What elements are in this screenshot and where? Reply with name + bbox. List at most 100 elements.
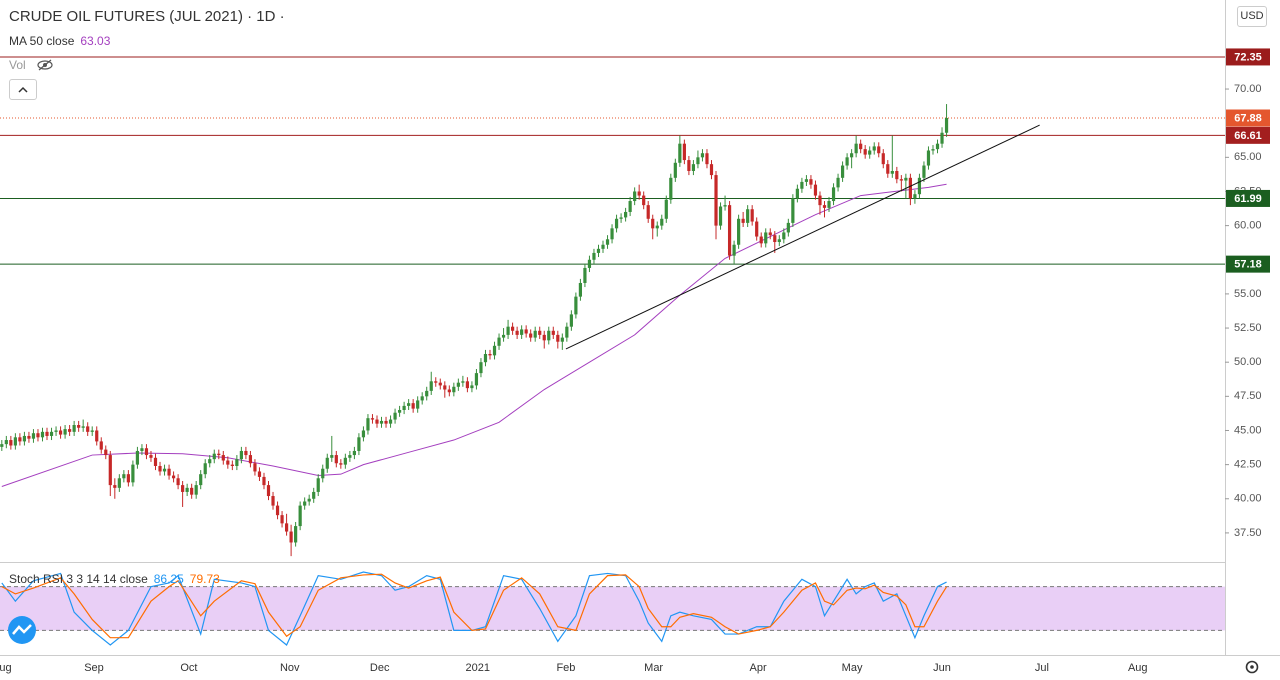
- candle-body: [863, 149, 867, 155]
- candle-body: [325, 457, 329, 469]
- candle-body: [922, 165, 926, 178]
- candle-body: [764, 232, 768, 244]
- candle-body: [27, 435, 31, 439]
- candle-body: [660, 218, 664, 226]
- candle-body: [343, 457, 347, 465]
- candle-body: [583, 267, 587, 283]
- candle-body: [944, 117, 949, 133]
- candle-body: [773, 235, 777, 243]
- candle-body: [22, 435, 27, 442]
- candle-body: [474, 373, 479, 386]
- candle-body: [624, 211, 628, 218]
- candle-body: [529, 333, 533, 338]
- hide-icon[interactable]: [36, 59, 54, 71]
- candle-body: [913, 194, 917, 199]
- candle-body: [108, 455, 112, 486]
- candle-body: [443, 385, 447, 390]
- candle-body: [167, 468, 171, 476]
- candle-body: [461, 381, 465, 383]
- candle-body: [171, 475, 176, 479]
- candle-body: [886, 164, 890, 174]
- candle-body: [854, 143, 858, 154]
- candle-body: [741, 218, 745, 223]
- candle-body: [547, 330, 551, 341]
- candle-body: [144, 448, 149, 456]
- candle-body: [574, 296, 578, 315]
- candle-body: [596, 248, 601, 253]
- candle-body: [388, 419, 393, 424]
- level-label: 72.35: [1234, 51, 1262, 63]
- candle-body: [81, 426, 85, 428]
- candle-body: [99, 441, 103, 450]
- candle-body: [122, 474, 126, 479]
- settings-button[interactable]: [1245, 660, 1259, 674]
- candle-body: [877, 146, 881, 154]
- candle-body: [935, 143, 940, 150]
- candle-body: [434, 381, 438, 383]
- collapse-button[interactable]: [9, 79, 37, 100]
- candle-body: [284, 523, 289, 532]
- y-tick-label: 50.00: [1234, 356, 1262, 368]
- x-tick-label: May: [842, 662, 863, 674]
- candle-body: [68, 429, 72, 432]
- candle-body: [859, 143, 863, 150]
- x-tick-label: Aug: [1128, 662, 1148, 674]
- y-tick-label: 55.00: [1234, 288, 1262, 300]
- y-axis-area: [1225, 0, 1280, 680]
- candle-body: [479, 362, 483, 374]
- candle-body: [90, 430, 94, 432]
- candle-body: [831, 187, 836, 202]
- stoch-k-value: 86.25: [153, 572, 184, 586]
- candle-body: [194, 485, 198, 495]
- y-tick-label: 37.50: [1234, 527, 1262, 539]
- candle-body: [868, 150, 872, 155]
- settings-dot: [1250, 665, 1254, 669]
- y-tick-label: 42.50: [1234, 459, 1262, 471]
- candle-body: [813, 184, 818, 196]
- ma-legend: MA 50 close 63.03: [9, 34, 116, 48]
- x-tick-label: Aug: [0, 662, 12, 674]
- y-tick-label: 52.50: [1234, 322, 1262, 334]
- candle-body: [520, 329, 524, 335]
- candle-body: [610, 228, 614, 240]
- stoch-line: [1, 573, 948, 639]
- candle-body: [800, 181, 804, 189]
- candle-body: [131, 464, 135, 483]
- candle-body: [248, 455, 253, 464]
- candle-body: [199, 474, 203, 486]
- candle-body: [402, 405, 406, 410]
- candle-body: [895, 170, 899, 180]
- candle-body: [352, 450, 356, 456]
- y-tick-label: 60.00: [1234, 220, 1262, 232]
- candle-body: [235, 459, 239, 466]
- candle-body: [633, 191, 637, 202]
- candle-body: [578, 282, 583, 297]
- candle-body: [18, 437, 22, 442]
- candle-body: [755, 221, 759, 237]
- x-tick-label: Sep: [84, 662, 104, 674]
- logo-mark: [12, 624, 32, 635]
- candle-body: [782, 232, 786, 240]
- candle-body: [429, 381, 433, 391]
- candle-body: [0, 444, 4, 447]
- candle-body: [370, 418, 375, 420]
- candle-body: [845, 157, 849, 166]
- candle-body: [95, 430, 99, 442]
- candle-body: [768, 232, 772, 236]
- candle-body: [908, 177, 912, 199]
- candle-body: [49, 431, 54, 436]
- candle-body: [492, 345, 497, 356]
- stoch-d-value: 79.73: [189, 572, 220, 586]
- candle-body: [515, 330, 519, 335]
- candle-body: [678, 143, 682, 163]
- candle-body: [321, 468, 325, 479]
- candle-body: [181, 485, 185, 492]
- currency-label[interactable]: USD: [1237, 6, 1267, 27]
- candle-body: [565, 326, 569, 338]
- candle-body: [732, 244, 736, 256]
- candle-body: [538, 330, 542, 335]
- candle-body: [542, 334, 546, 341]
- level-label-bg: [1226, 48, 1270, 66]
